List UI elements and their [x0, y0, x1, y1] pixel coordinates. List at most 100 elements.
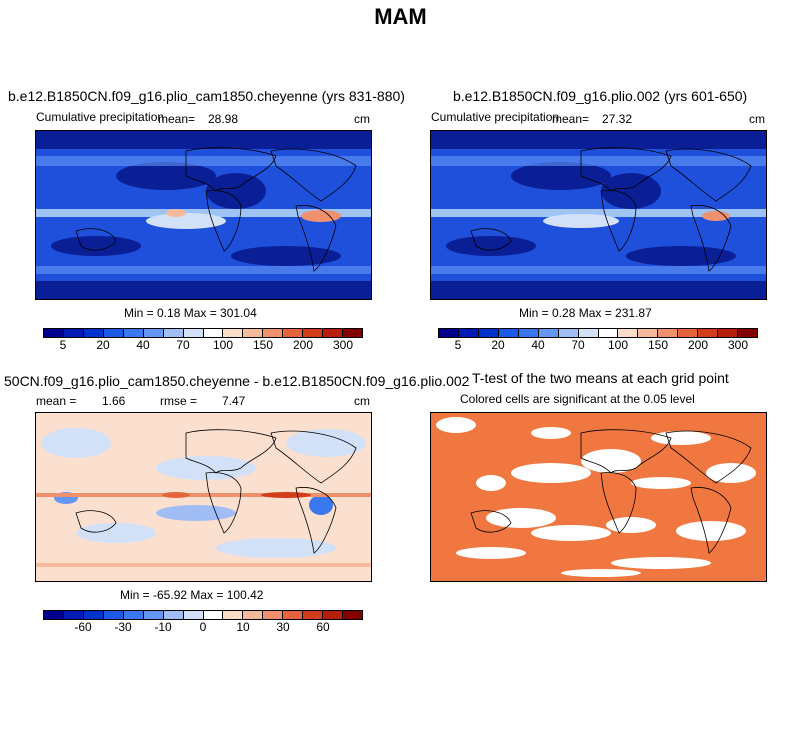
- colorbar-swatch: [638, 329, 659, 337]
- panel1-colorbar-ticks: 5 20 40 70 100 150 200 300: [43, 338, 363, 352]
- panel3-difference-map: [35, 412, 372, 582]
- colorbar-tick-label: 300: [332, 338, 354, 352]
- panel3-colorbar-ticks: -60 -30 -10 0 10 30 60: [43, 620, 363, 634]
- figure-title: MAM: [374, 4, 427, 29]
- asia-dry-region: [116, 162, 216, 190]
- colorbar-tick-label: 40: [136, 338, 150, 352]
- panel1-units: cm: [354, 112, 370, 126]
- itcz-band: [36, 209, 371, 217]
- coastlines: [470, 147, 752, 272]
- colorbar-swatch: [243, 329, 264, 337]
- colorbar-swatch: [243, 611, 264, 619]
- non-significant-regions: [436, 417, 756, 577]
- maritime-wet-peak: [166, 209, 186, 217]
- colorbar-swatch: [498, 329, 519, 337]
- colorbar-swatch: [323, 329, 344, 337]
- colorbar-tick-label: 5: [59, 338, 67, 352]
- colorbar-swatch: [303, 611, 324, 619]
- colorbar-tick-label: 200: [292, 338, 314, 352]
- panel1-map-graphic: [36, 131, 371, 299]
- south-indian-dry-region: [51, 236, 141, 256]
- negative-anomaly-region: [156, 456, 256, 480]
- panel2-colorbar: [438, 328, 758, 338]
- itcz-band: [431, 209, 766, 217]
- panel2-title: b.e12.B1850CN.f09_g16.plio.002 (yrs 601-…: [453, 88, 748, 104]
- arctic-dry-band: [36, 131, 371, 149]
- southern-positive-band: [36, 563, 371, 567]
- panel3-units: cm: [354, 394, 370, 408]
- south-atlantic-dry-region: [626, 246, 736, 266]
- colorbar-tick-label: 10: [236, 620, 250, 634]
- panel1-precip-map: [35, 130, 372, 300]
- colorbar-swatch: [738, 329, 757, 337]
- colorbar-tick-label: 300: [727, 338, 749, 352]
- panel3-rmse-value: 7.47: [222, 394, 246, 408]
- warm-pool-wet-region: [543, 214, 619, 228]
- colorbar-swatch: [63, 611, 84, 619]
- colorbar-tick-label: 70: [571, 338, 585, 352]
- storm-track-north: [36, 156, 371, 166]
- panel2-precip-map: [430, 130, 767, 300]
- colorbar-swatch: [658, 329, 679, 337]
- negative-anomaly-region: [76, 523, 156, 543]
- coastlines: [75, 429, 357, 554]
- arctic-dry-band: [431, 131, 766, 149]
- coastlines: [75, 147, 357, 272]
- atlantic-wet-peak: [301, 210, 341, 222]
- negative-anomaly-region: [41, 428, 111, 458]
- panel2-mean-value: 27.32: [602, 112, 633, 126]
- sahara-dry-region: [206, 173, 266, 209]
- colorbar-swatch: [598, 329, 619, 337]
- panel2-variable-label: Cumulative precipitation: [431, 110, 560, 124]
- colorbar-swatch: [478, 329, 499, 337]
- colorbar-tick-label: 20: [491, 338, 505, 352]
- colorbar-tick-label: 60: [316, 620, 330, 634]
- positive-anomaly-peak: [261, 492, 311, 498]
- colorbar-swatch: [263, 329, 284, 337]
- equatorial-positive-band: [36, 493, 371, 497]
- warm-pool-wet-region: [146, 213, 226, 229]
- south-indian-dry-region: [446, 236, 536, 256]
- colorbar-tick-label: 100: [212, 338, 234, 352]
- colorbar-swatch: [283, 329, 304, 337]
- colorbar-tick-label: 150: [252, 338, 274, 352]
- sahara-dry-region: [601, 173, 661, 209]
- colorbar-swatch: [163, 611, 184, 619]
- colorbar-swatch: [223, 611, 244, 619]
- panel3-title: 50CN.f09_g16.plio_cam1850.cheyenne - b.e…: [4, 373, 470, 389]
- panel3-mean-label: mean =: [36, 394, 77, 408]
- panel2-map-graphic: [431, 131, 766, 299]
- colorbar-tick-label: 0: [199, 620, 207, 634]
- colorbar-swatch: [123, 611, 144, 619]
- colorbar-tick-label: 200: [687, 338, 709, 352]
- colorbar-swatch: [183, 611, 204, 619]
- south-atlantic-dry-region: [231, 246, 341, 266]
- colorbar-swatch: [458, 329, 479, 337]
- panel1-mean-value: 28.98: [208, 112, 239, 126]
- panel1-title: b.e12.B1850CN.f09_g16.plio_cam1850.cheye…: [8, 88, 405, 104]
- colorbar-swatch: [618, 329, 639, 337]
- colorbar-tick-label: 5: [454, 338, 462, 352]
- colorbar-swatch: [343, 329, 362, 337]
- panel2-mean-label: mean=: [552, 112, 590, 126]
- colorbar-tick-label: -60: [74, 620, 92, 634]
- colorbar-swatch: [103, 329, 124, 337]
- colorbar-tick-label: 100: [607, 338, 629, 352]
- antarctic-dry-band: [431, 281, 766, 299]
- panel4-ttest-map: [430, 412, 767, 582]
- colorbar-swatch: [223, 329, 244, 337]
- colorbar-tick-label: 70: [176, 338, 190, 352]
- colorbar-swatch: [203, 611, 224, 619]
- panel3-colorbar: [43, 610, 363, 620]
- negative-anomaly-region: [156, 505, 236, 521]
- colorbar-swatch: [63, 329, 84, 337]
- colorbar-swatch: [163, 329, 184, 337]
- colorbar-tick-label: 20: [96, 338, 110, 352]
- colorbar-swatch: [44, 329, 64, 337]
- panel3-minmax: Min = -65.92 Max = 100.42: [120, 588, 264, 602]
- antarctic-dry-band: [36, 281, 371, 299]
- colorbar-swatch: [183, 329, 204, 337]
- panel1-colorbar: [43, 328, 363, 338]
- colorbar-tick-label: 40: [531, 338, 545, 352]
- colorbar-swatch: [343, 611, 362, 619]
